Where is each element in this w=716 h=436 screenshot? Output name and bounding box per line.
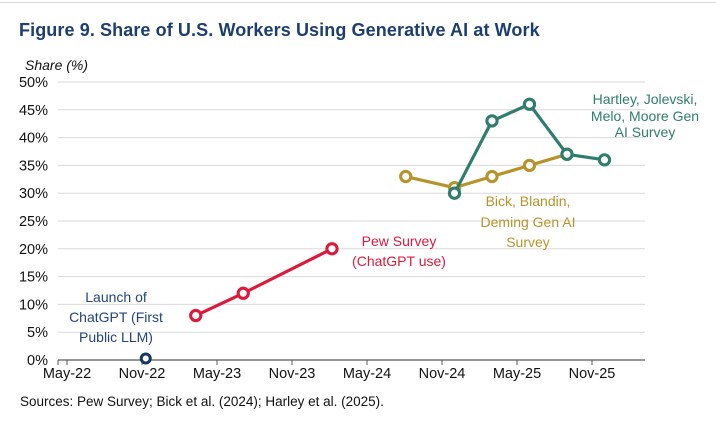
x-tick-label: May-25 — [493, 366, 541, 382]
annotation-line: Bick, Blandin, — [485, 193, 571, 209]
annotation-line: Hartley, Jolevski, — [592, 91, 698, 107]
data-point-red — [236, 286, 250, 300]
y-tick-label: 45% — [19, 103, 48, 119]
annotation-line: AI Survey — [614, 124, 676, 140]
data-point-gold — [399, 169, 413, 184]
data-point-gold — [522, 158, 537, 173]
data-point-gold — [485, 169, 499, 184]
annotation-line: Melo, Moore Gen — [590, 107, 700, 124]
chatgpt-launch-marker — [139, 352, 152, 365]
x-tick-label: May-23 — [193, 366, 241, 382]
data-point-teal — [597, 153, 612, 167]
x-tick-label: Nov-22 — [119, 366, 166, 382]
annotation-bick-survey: Bick, Blandin, Deming Gen AI Survey — [448, 191, 608, 253]
annotation-line: Deming Gen AI — [480, 213, 576, 230]
x-tick-label: Nov-24 — [419, 366, 466, 382]
annotation-hartley-survey: Hartley, Jolevski, Melo, Moore Gen AI Su… — [561, 91, 716, 141]
data-point-red — [189, 308, 203, 323]
data-point-teal — [485, 114, 499, 128]
y-tick-label: 30% — [19, 186, 48, 202]
y-tick-label: 10% — [19, 297, 48, 313]
data-point-teal — [560, 147, 574, 161]
annotation-pew-survey: Pew Survey (ChatGPT use) — [319, 231, 479, 271]
x-tick-label: May-22 — [43, 366, 91, 382]
annotation-chatgpt-launch: Launch of ChatGPT (First Public LLM) — [36, 287, 196, 347]
y-tick-label: 40% — [19, 131, 48, 147]
y-tick-label: 35% — [19, 158, 48, 174]
data-point-teal — [447, 186, 462, 200]
top-border-rule — [0, 2, 716, 3]
y-tick-label: 20% — [19, 242, 48, 258]
annotation-line: Pew Survey — [361, 233, 437, 249]
x-tick-label: Nov-23 — [269, 366, 316, 382]
y-tick-label: 25% — [19, 214, 48, 230]
x-tick-label: Nov-25 — [569, 366, 616, 382]
annotation-line: Survey — [506, 234, 550, 250]
annotation-line: (ChatGPT use) — [352, 253, 446, 269]
sources-note: Sources: Pew Survey; Bick et al. (2024);… — [20, 394, 384, 409]
y-tick-label: 15% — [19, 270, 48, 286]
series-line-gold — [404, 152, 569, 190]
y-tick-label: 5% — [27, 325, 48, 341]
y-tick-label: 50% — [19, 75, 48, 91]
annotation-line: ChatGPT (First — [69, 309, 163, 325]
series-line-red — [194, 247, 334, 318]
y-tick-label: 0% — [27, 353, 48, 369]
annotation-line: Public LLM) — [79, 329, 153, 345]
data-point-teal — [522, 97, 537, 111]
x-tick-label: May-24 — [343, 366, 391, 382]
chart-title: Figure 9. Share of U.S. Workers Using Ge… — [19, 20, 540, 40]
y-axis-title: Share (%) — [25, 57, 89, 73]
data-point-red — [325, 242, 339, 256]
annotation-line: Launch of — [85, 289, 147, 305]
